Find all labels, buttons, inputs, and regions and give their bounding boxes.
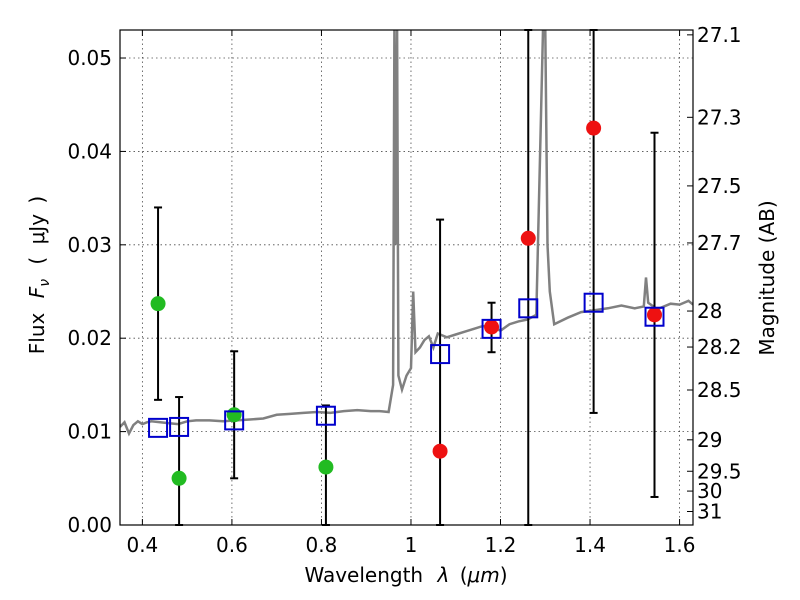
model-flux-marker: [518, 298, 539, 319]
green-data-point: [150, 296, 166, 312]
y2-tick-label: 28: [697, 299, 722, 323]
model-flux-marker: [315, 405, 336, 426]
y-axis-ticks: 0.00 0.01 0.02 0.03 0.04 0.05: [67, 46, 126, 537]
red-data-point: [647, 307, 663, 323]
y-axis-title: Flux Fν ( μJy ): [25, 196, 54, 354]
red-data-point: [432, 443, 448, 459]
x-tick-label: 1.6: [664, 533, 696, 557]
spectrum-layer: [120, 30, 693, 437]
red-data-point: [520, 230, 536, 246]
y-tick-label: 0.03: [67, 233, 112, 257]
green-data-point: [171, 470, 187, 486]
model-flux-marker: [148, 417, 169, 438]
y2-tick-label: 28.5: [697, 378, 742, 402]
y2-axis-title: Magnitude (AB): [755, 200, 779, 355]
model-flux-marker: [224, 410, 245, 431]
y2-tick-label: 27.3: [697, 105, 742, 129]
y-tick-label: 0.02: [67, 326, 112, 350]
green-data-point: [226, 407, 242, 423]
x-tick-label: 1.2: [485, 533, 517, 557]
y2-tick-label: 30: [697, 479, 722, 503]
plot-frame: [119, 29, 694, 526]
model-flux-marker: [644, 306, 665, 327]
y2-tick-label: 27.1: [697, 23, 742, 47]
y2-tick-label: 29.5: [697, 459, 742, 483]
x-tick-label: 1: [405, 533, 418, 557]
model-flux-marker: [481, 318, 502, 339]
green-data-point: [318, 459, 334, 475]
y2-tick-label: 27.5: [697, 174, 742, 198]
model-flux-marker: [583, 292, 604, 313]
x-axis-ticks: 0.4 0.6 0.8 1 1.2 1.4 1.6: [126, 30, 695, 557]
x-axis-title: Wavelength λ (μm): [304, 563, 507, 587]
x-tick-label: 0.4: [126, 533, 158, 557]
model-flux-marker: [430, 344, 451, 365]
y-tick-label: 0.05: [67, 46, 112, 70]
y2-tick-label: 31: [697, 500, 722, 524]
red-data-point: [586, 120, 602, 136]
errorbar-layer: [154, 29, 659, 526]
spectrum-line: [120, 30, 693, 437]
x-tick-label: 0.8: [306, 533, 338, 557]
model-flux-marker: [169, 416, 190, 437]
grid: [120, 30, 693, 526]
red-data-point: [484, 319, 500, 335]
y-tick-label: 0.00: [67, 513, 112, 537]
x-tick-label: 0.6: [216, 533, 248, 557]
x-tick-label: 1.4: [574, 533, 606, 557]
marker-layer: [148, 120, 665, 486]
y2-tick-label: 29: [697, 428, 722, 452]
y-tick-label: 0.04: [67, 139, 112, 163]
y2-tick-label: 28.2: [697, 335, 742, 359]
y2-tick-label: 27.7: [697, 231, 742, 255]
y-tick-label: 0.01: [67, 420, 112, 444]
